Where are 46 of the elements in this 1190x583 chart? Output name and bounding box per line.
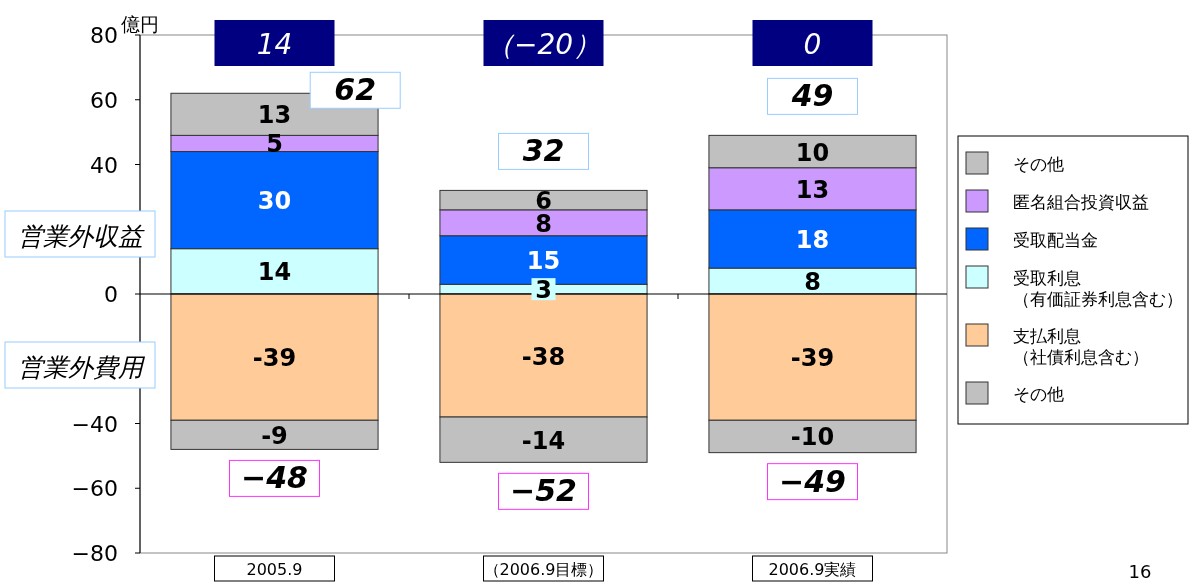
data-label: -10 <box>790 423 835 452</box>
x-tick-label: 2005.9 <box>246 560 303 579</box>
annotation: （−20） <box>485 28 602 61</box>
data-label: 30 <box>257 187 292 216</box>
data-label: -14 <box>521 426 566 455</box>
annotation: 0 <box>803 28 822 61</box>
data-label: 18 <box>795 225 830 254</box>
annotation: 32 <box>522 133 565 169</box>
data-label: 13 <box>795 175 830 204</box>
annotation: 14 <box>256 28 293 61</box>
data-label: 13 <box>257 101 292 130</box>
legend-label: 匿名組合投資収益 <box>1013 192 1149 212</box>
text: 16 <box>1128 561 1152 582</box>
data-label: -39 <box>790 344 835 373</box>
annotation: 49 <box>790 78 834 114</box>
x-tick-label: 2006.9実績 <box>768 560 857 579</box>
data-label: 15 <box>526 247 561 276</box>
data-label: -39 <box>252 344 297 373</box>
y-tick-label: −40 <box>71 411 118 437</box>
annotation: 営業外費用 <box>17 353 146 382</box>
legend-label: 受取配当金 <box>1013 230 1098 250</box>
data-label: 8 <box>535 209 552 238</box>
legend-label: 支払利息（社債利息含む） <box>1013 326 1149 367</box>
data-label: -9 <box>261 421 288 450</box>
annotation: 62 <box>334 72 377 108</box>
y-axis-title: 億円 <box>121 13 159 35</box>
annotation: 営業外収益 <box>17 222 145 251</box>
x-tick-label: （2006.9目標） <box>483 560 604 579</box>
data-label: 8 <box>804 268 821 297</box>
annotation: −48 <box>241 460 308 496</box>
legend-label: その他 <box>1013 154 1064 174</box>
y-tick-label: −60 <box>71 476 118 502</box>
y-tick-label: 40 <box>90 152 118 178</box>
data-label: -38 <box>521 342 566 371</box>
data-label: 14 <box>257 258 292 287</box>
y-tick-label: 0 <box>104 282 118 307</box>
legend-label: 受取利息（有価証券利息含む） <box>1013 268 1183 309</box>
legend-label: その他 <box>1013 384 1064 404</box>
y-tick-label: 80 <box>90 23 118 48</box>
data-label: 5 <box>266 130 283 159</box>
annotation: −49 <box>779 463 846 499</box>
annotation: −52 <box>510 473 577 509</box>
data-label: 10 <box>795 138 830 167</box>
y-tick-label: −80 <box>71 541 118 566</box>
data-label: 3 <box>535 276 552 305</box>
y-tick-label: 60 <box>90 87 118 113</box>
